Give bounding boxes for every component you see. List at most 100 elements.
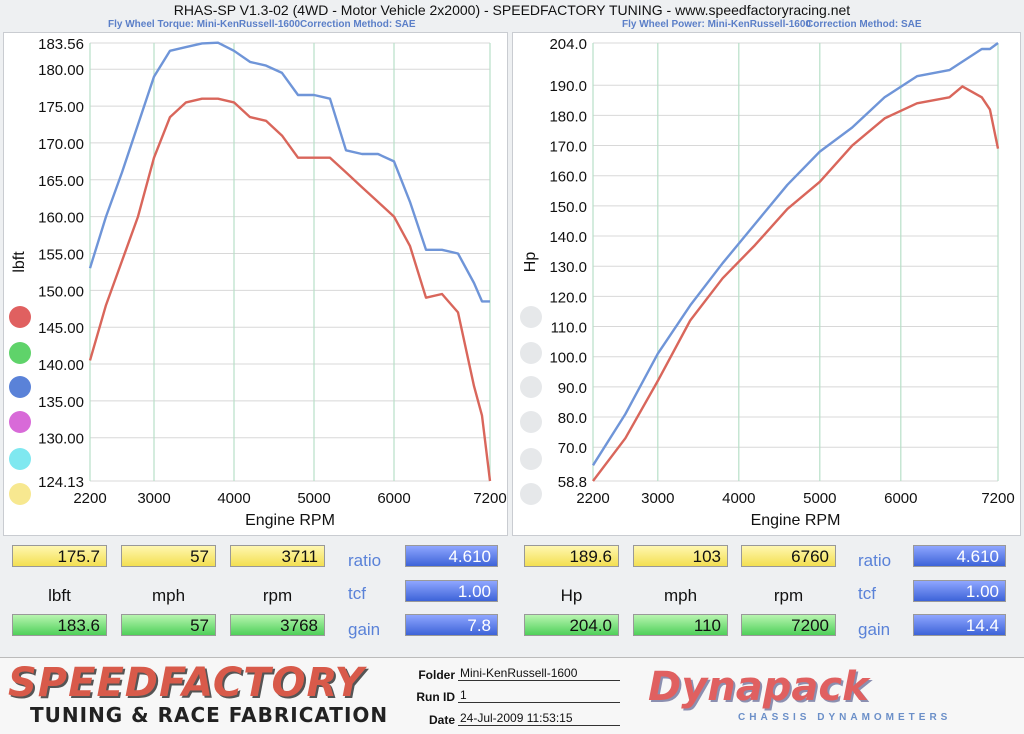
torque-ytick-label: 155.00: [38, 246, 84, 263]
ratio-value-left[interactable]: 4.610: [405, 545, 498, 567]
trace-slot-3[interactable]: [520, 376, 542, 398]
power-ytick-label: 170.0: [549, 139, 587, 156]
power-ylabel: Hp: [522, 252, 539, 273]
power-ytick-label: 180.0: [549, 108, 587, 125]
lbft-max: 183.6: [12, 614, 107, 636]
power-ytick-label: 100.0: [549, 350, 587, 367]
torque-xtick-label: 5000: [297, 490, 330, 507]
trace-color-red[interactable]: [9, 306, 31, 328]
power-xtick-label: 3000: [641, 490, 674, 507]
mph-max-left: 57: [121, 614, 216, 636]
torque-ylabel: lbft: [11, 251, 28, 273]
power-series-line-0: [592, 85, 1000, 482]
torque-subtitle: Fly Wheel Torque: Mini-KenRussell-1600: [108, 19, 301, 30]
power-panel: 204.0 190.0 180.0 170.0 160.0 150.0 140.0 130.0…: [512, 32, 1021, 536]
trace-slot-2[interactable]: [520, 342, 542, 364]
tcf-value-left[interactable]: 1.00: [405, 580, 498, 602]
hp-max: 204.0: [524, 614, 619, 636]
tcf-label-left: tcf: [348, 584, 366, 603]
trace-color-cyan[interactable]: [9, 448, 31, 470]
torque-panel: 183.56 180.00 175.00 170.00 165.00 160.00 155.…: [3, 32, 508, 536]
torque-xtick-label: 3000: [137, 490, 170, 507]
lbft-label: lbft: [48, 586, 71, 605]
power-ytick-label: 110.0: [551, 320, 587, 337]
gain-value-right[interactable]: 14.4: [913, 614, 1006, 636]
trace-color-yellow[interactable]: [9, 483, 31, 505]
hp-current: 189.6: [524, 545, 619, 567]
mph-label-right: mph: [663, 586, 698, 605]
dynapack-tagline: CHASSIS DYNAMOMETERS: [738, 712, 952, 723]
rpm-max-right: 7200: [741, 614, 836, 636]
torque-ytick-label: 165.00: [38, 173, 84, 190]
trace-color-magenta[interactable]: [9, 411, 31, 433]
torque-ytick-label: 145.00: [38, 320, 84, 337]
power-ytick-label: 90.0: [558, 380, 587, 397]
power-ytick-label: 150.0: [549, 199, 587, 216]
ratio-label-right: ratio: [858, 551, 892, 570]
ratio-label-left: ratio: [348, 551, 382, 570]
trace-slot-5[interactable]: [520, 448, 542, 470]
runid-value: 1: [458, 688, 620, 703]
lbft-current: 175.7: [12, 545, 107, 567]
rpm-current-right: 6760: [741, 545, 836, 567]
gain-value-left[interactable]: 7.8: [405, 614, 498, 636]
speedfactory-tagline: TUNING & RACE FABRICATION: [30, 703, 389, 727]
torque-ytick-label: 124.13: [38, 474, 84, 491]
torque-series-line-1: [88, 41, 490, 303]
power-ytick-label: 58.8: [558, 474, 587, 491]
power-ytick-label: 160.0: [549, 169, 587, 186]
torque-ytick-label: 130.00: [38, 431, 84, 448]
torque-ytick-label: 135.00: [38, 394, 84, 411]
torque-xtick-label: 4000: [217, 490, 250, 507]
power-ytick-label: 140.0: [549, 229, 587, 246]
power-xtick-label: 7200: [981, 490, 1014, 507]
ratio-value-right[interactable]: 4.610: [913, 545, 1006, 567]
torque-ytick-label: 150.00: [38, 283, 84, 300]
power-xtick-label: 2200: [576, 490, 609, 507]
power-xtick-label: 4000: [722, 490, 755, 507]
trace-color-blue[interactable]: [9, 376, 31, 398]
power-xtick-label: 5000: [803, 490, 836, 507]
torque-xtick-label: 6000: [377, 490, 410, 507]
trace-color-green[interactable]: [9, 342, 31, 364]
torque-chart: 183.56 180.00 175.00 170.00 165.00 160.00 155.…: [11, 36, 507, 529]
rpm-label-right: rpm: [773, 586, 804, 605]
torque-xtick-label: 7200: [473, 490, 506, 507]
footer-bar: [0, 657, 1024, 734]
power-ytick-label: 80.0: [558, 410, 587, 427]
trace-slot-1[interactable]: [520, 306, 542, 328]
rpm-label-left: rpm: [262, 586, 293, 605]
runid-label: Run ID: [416, 690, 455, 704]
power-ytick-label: 204.0: [549, 36, 587, 53]
trace-slot-6[interactable]: [520, 483, 542, 505]
torque-ytick-label: 170.00: [38, 136, 84, 153]
power-ytick-label: 130.0: [549, 259, 587, 276]
power-series-line-1: [591, 42, 999, 466]
speedfactory-logo: SPEEDFACTORY: [8, 660, 365, 706]
folder-value: Mini-KenRussell-1600: [458, 666, 620, 681]
power-correction: Correction Method: SAE: [806, 19, 922, 30]
torque-xlabel: Engine RPM: [245, 512, 335, 529]
gain-label-right: gain: [858, 620, 891, 639]
torque-ytick-label: 183.56: [38, 36, 84, 53]
power-subtitle: Fly Wheel Power: Mini-KenRussell-1600: [622, 19, 811, 30]
power-chart: 204.0 190.0 180.0 170.0 160.0 150.0 140.0 130.0…: [522, 36, 1015, 529]
torque-ytick-label: 140.00: [38, 357, 84, 374]
trace-slot-4[interactable]: [520, 411, 542, 433]
mph-max-right: 110: [633, 614, 728, 636]
mph-current-right: 103: [633, 545, 728, 567]
torque-ytick-label: 160.00: [38, 210, 84, 227]
torque-correction: Correction Method: SAE: [300, 19, 416, 30]
date-value: 24-Jul-2009 11:53:15: [458, 711, 620, 726]
power-xlabel: Engine RPM: [751, 512, 841, 529]
mph-label-left: mph: [151, 586, 186, 605]
folder-label: Folder: [418, 668, 455, 682]
report-title: RHAS-SP V1.3-02 (4WD - Motor Vehicle 2x2…: [173, 2, 851, 18]
torque-series-line-0: [88, 97, 492, 482]
power-xtick-label: 6000: [884, 490, 917, 507]
tcf-value-right[interactable]: 1.00: [913, 580, 1006, 602]
hp-label: Hp: [560, 586, 583, 605]
torque-ytick-label: 175.00: [38, 99, 84, 116]
power-ytick-label: 190.0: [549, 78, 587, 95]
rpm-current-left: 3711: [230, 545, 325, 567]
